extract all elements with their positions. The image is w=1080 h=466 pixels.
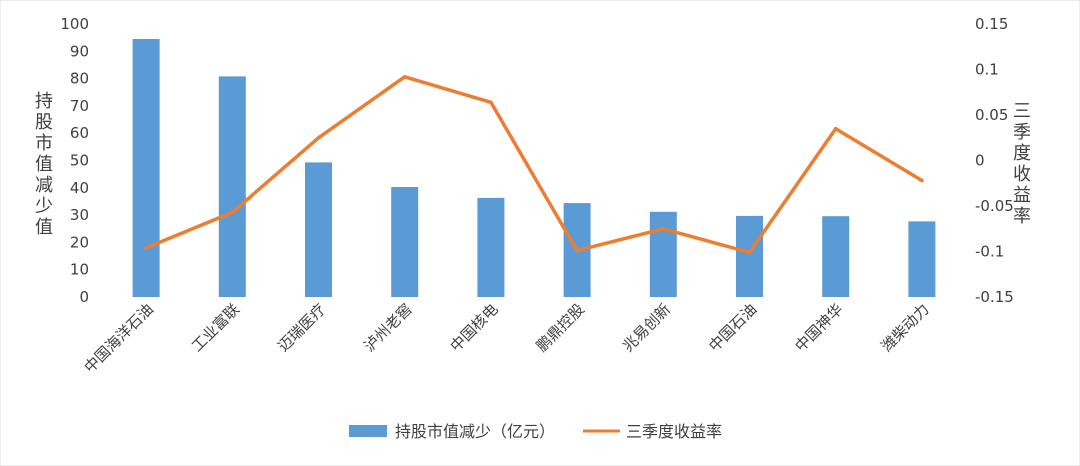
y-tick-label: 40 [70, 179, 89, 197]
legend: 持股市值减少（亿元） 三季度收益率 [349, 422, 722, 441]
y-tick-label: 30 [70, 206, 89, 224]
y2-tick-label: -0.05 [975, 197, 1014, 215]
y-tick-label: 50 [70, 152, 89, 170]
line-point-8 [747, 250, 752, 255]
y2-tick-label: -0.1 [975, 243, 1004, 261]
y2-tick-label: 0.15 [975, 15, 1008, 33]
y-axis-title-right: 三季度收益率 [1013, 101, 1031, 227]
y2-tick-label: -0.15 [975, 288, 1014, 306]
y2-tick-label: 0.05 [975, 106, 1008, 124]
line-point-7 [661, 227, 666, 231]
y-left-ticks: 0 10 20 30 40 50 60 70 80 90 100 [60, 15, 89, 306]
line-point-9 [833, 126, 838, 131]
line-point-2 [230, 210, 235, 215]
y-tick-label: 20 [70, 233, 89, 251]
y-tick-label: 100 [60, 15, 89, 33]
y2-tick-label: 0 [975, 152, 985, 170]
line-series-return [144, 75, 924, 255]
y-right-ticks: -0.15 -0.1 -0.05 0 0.05 0.1 0.15 [975, 15, 1014, 306]
bar-8 [736, 215, 763, 297]
y-tick-label: 0 [79, 288, 89, 306]
bar-10 [908, 221, 936, 297]
y-tick-label: 10 [70, 261, 89, 279]
y-axis-title-left: 持股市值减少值 [35, 91, 53, 238]
y-tick-label: 80 [70, 70, 89, 88]
bar-4 [391, 187, 419, 297]
legend-bar-label: 持股市值减少（亿元） [395, 422, 555, 441]
bar-9 [822, 216, 850, 297]
line-layer [144, 75, 924, 255]
y-tick-label: 90 [70, 42, 89, 60]
bar-2 [218, 76, 246, 298]
y-tick-label: 60 [70, 124, 89, 142]
line-point-10 [920, 178, 924, 183]
bar-7 [649, 211, 677, 297]
bars-layer [132, 39, 936, 298]
legend-line-label: 三季度收益率 [626, 422, 722, 441]
line-point-3 [316, 136, 321, 140]
bar-5 [477, 197, 505, 297]
line-point-6 [575, 248, 579, 253]
line-point-5 [489, 100, 493, 105]
line-point-4 [402, 75, 407, 79]
line-point-1 [144, 246, 148, 250]
bar-1 [132, 39, 160, 297]
y-tick-label: 70 [70, 97, 89, 115]
bar-3 [305, 162, 332, 297]
legend-bar-swatch [349, 425, 387, 437]
y2-tick-label: 0.1 [975, 61, 999, 79]
